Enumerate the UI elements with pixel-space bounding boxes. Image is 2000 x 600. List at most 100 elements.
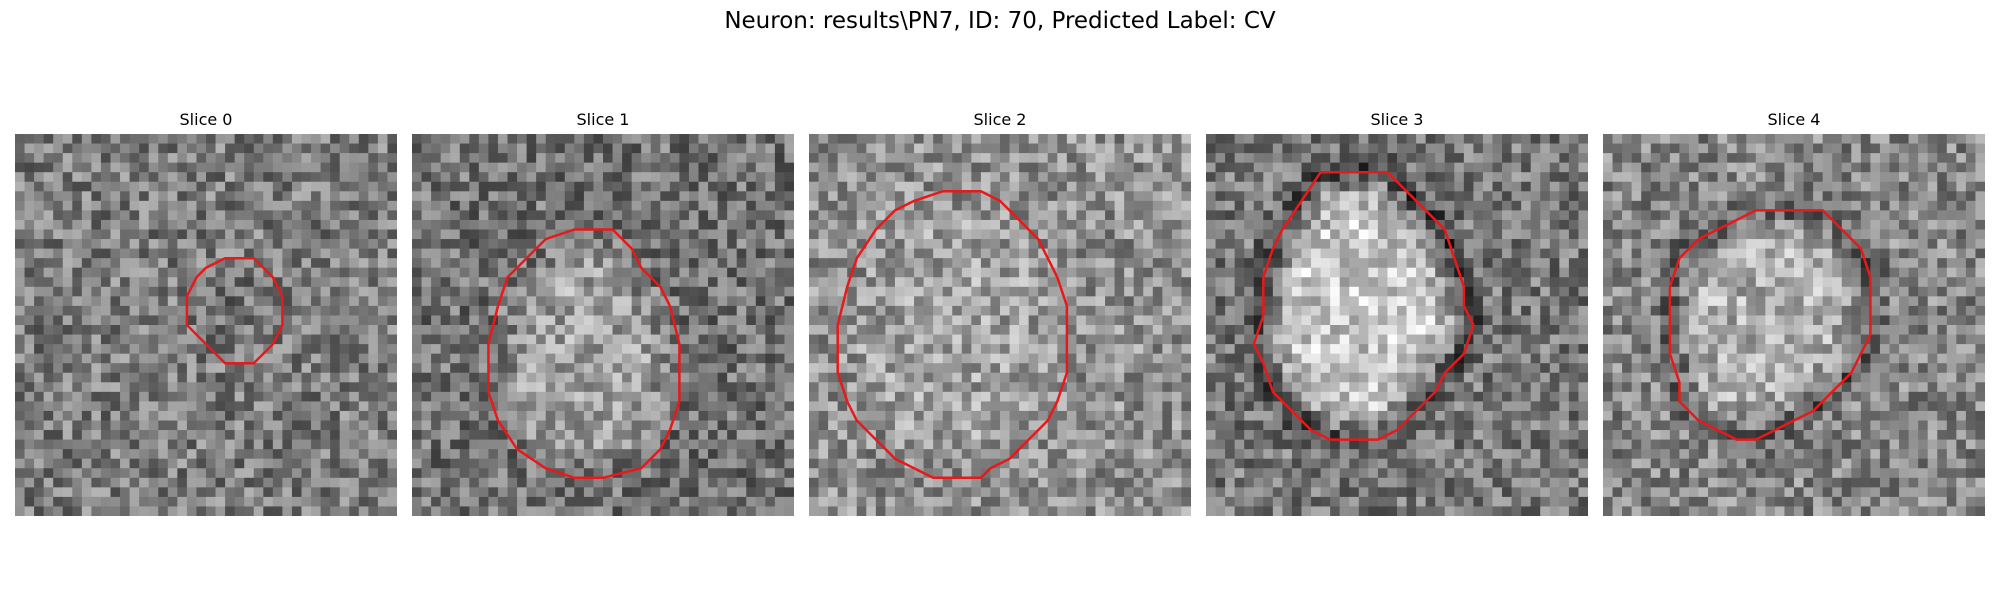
pixel bbox=[1000, 210, 1010, 221]
pixel bbox=[358, 363, 369, 374]
pixel bbox=[72, 296, 83, 307]
pixel bbox=[129, 143, 140, 154]
pixel bbox=[1114, 468, 1125, 479]
pixel bbox=[574, 449, 585, 460]
pixel bbox=[301, 134, 312, 144]
pixel bbox=[53, 143, 64, 154]
pixel bbox=[1162, 334, 1173, 345]
pixel bbox=[1143, 258, 1154, 269]
pixel bbox=[34, 219, 45, 230]
pixel bbox=[100, 305, 111, 316]
pixel bbox=[1502, 153, 1512, 164]
pixel bbox=[971, 363, 982, 374]
pixel bbox=[583, 134, 594, 144]
pixel bbox=[1095, 258, 1106, 269]
pixel bbox=[24, 449, 35, 460]
pixel bbox=[727, 296, 738, 307]
pixel bbox=[1095, 153, 1106, 164]
pixel bbox=[215, 468, 226, 479]
pixel bbox=[53, 162, 64, 173]
pixel bbox=[377, 496, 388, 507]
pixel bbox=[431, 258, 442, 269]
pixel bbox=[1066, 277, 1077, 288]
pixel bbox=[1114, 401, 1125, 412]
pixel bbox=[158, 143, 169, 154]
pixel bbox=[517, 477, 527, 488]
pixel bbox=[440, 439, 451, 450]
pixel bbox=[1124, 439, 1135, 450]
pixel bbox=[469, 439, 480, 450]
pixel bbox=[679, 248, 690, 259]
pixel bbox=[746, 325, 757, 335]
pixel bbox=[100, 219, 111, 230]
pixel bbox=[1114, 420, 1125, 431]
pixel bbox=[1057, 143, 1068, 154]
pixel bbox=[736, 248, 747, 259]
pixel bbox=[736, 334, 747, 345]
pixel bbox=[339, 200, 350, 211]
pixel bbox=[1133, 363, 1144, 374]
pixel bbox=[1521, 153, 1532, 164]
pixel bbox=[72, 305, 83, 316]
pixel bbox=[837, 267, 848, 278]
pixel bbox=[450, 496, 461, 507]
pixel bbox=[72, 134, 83, 144]
pixel bbox=[784, 477, 794, 488]
pixel bbox=[358, 315, 369, 326]
pixel bbox=[311, 258, 321, 269]
pixel bbox=[837, 372, 848, 383]
pixel bbox=[555, 143, 566, 154]
pixel bbox=[120, 181, 130, 192]
pixel bbox=[746, 430, 757, 440]
pixel bbox=[330, 325, 341, 335]
pixel bbox=[1444, 143, 1455, 154]
pixel bbox=[339, 439, 350, 450]
pixel bbox=[81, 258, 92, 269]
pixel bbox=[517, 391, 527, 402]
pixel bbox=[488, 172, 499, 183]
pixel bbox=[980, 162, 991, 173]
pixel bbox=[1225, 153, 1236, 164]
pixel bbox=[1152, 267, 1163, 278]
pixel bbox=[809, 134, 819, 144]
pixel bbox=[641, 296, 652, 307]
pixel bbox=[866, 496, 877, 507]
pixel bbox=[459, 430, 470, 440]
pixel bbox=[583, 277, 594, 288]
pixel bbox=[736, 181, 747, 192]
pixel bbox=[669, 344, 680, 355]
pixel bbox=[225, 344, 236, 355]
pixel bbox=[15, 391, 25, 402]
pixel bbox=[412, 191, 422, 202]
pixel bbox=[1028, 410, 1039, 421]
pixel bbox=[253, 286, 264, 297]
pixel bbox=[412, 229, 422, 240]
pixel bbox=[1066, 191, 1077, 202]
pixel bbox=[583, 286, 594, 297]
pixel bbox=[263, 439, 274, 450]
pixel bbox=[234, 496, 245, 507]
pixel bbox=[272, 305, 283, 316]
pixel bbox=[828, 210, 839, 221]
pixel bbox=[215, 363, 226, 374]
pixel bbox=[234, 267, 245, 278]
pixel bbox=[167, 162, 178, 173]
pixel bbox=[431, 277, 442, 288]
pixel bbox=[698, 401, 709, 412]
pixel bbox=[158, 391, 169, 402]
pixel bbox=[866, 181, 877, 192]
pixel bbox=[631, 363, 642, 374]
pixel bbox=[1152, 382, 1163, 393]
pixel bbox=[755, 200, 766, 211]
pixel bbox=[650, 315, 661, 326]
pixel bbox=[641, 162, 652, 173]
pixel bbox=[1162, 239, 1173, 249]
pixel bbox=[1272, 153, 1283, 164]
pixel bbox=[225, 315, 236, 326]
pixel bbox=[1009, 143, 1020, 154]
pixel bbox=[215, 372, 226, 383]
pixel bbox=[971, 353, 982, 364]
pixel bbox=[1085, 143, 1096, 154]
pixel bbox=[1076, 277, 1087, 288]
pixel bbox=[1085, 449, 1096, 460]
